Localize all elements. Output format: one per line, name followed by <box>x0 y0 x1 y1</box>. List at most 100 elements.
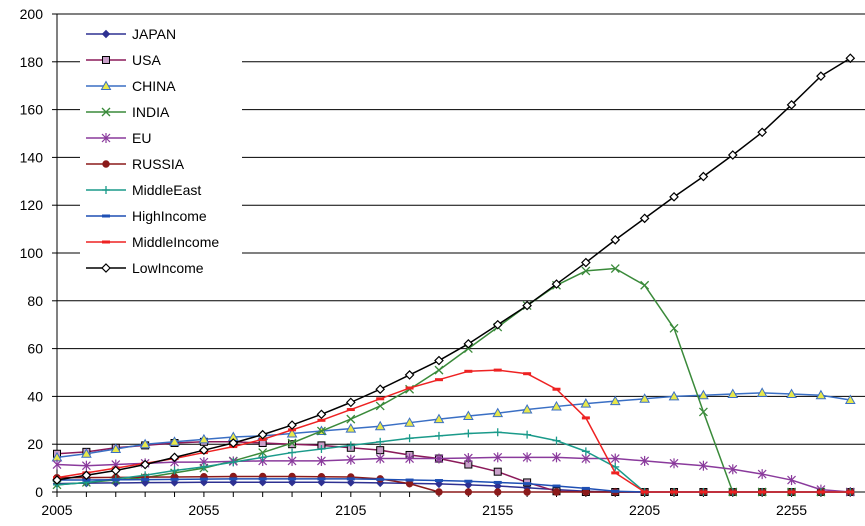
data-point-lowincome <box>199 445 209 456</box>
data-point-india <box>698 407 708 417</box>
data-point-middleincome <box>699 490 708 494</box>
data-point-lowincome <box>404 370 415 380</box>
data-point-middleeast <box>376 437 385 446</box>
data-point-middleeast <box>229 458 238 467</box>
data-point-middleincome <box>434 378 443 382</box>
data-point-middleincome <box>728 490 737 494</box>
y-tick-label: 100 <box>20 245 44 261</box>
data-point-lowincome <box>522 300 532 311</box>
data-point-china <box>639 393 650 403</box>
series-usa <box>53 437 855 496</box>
series-line-india <box>56 267 851 493</box>
data-point-middleeast <box>434 431 443 440</box>
data-point-highincome <box>493 480 502 484</box>
data-point-highincome <box>581 486 590 490</box>
data-point-japan <box>434 479 444 489</box>
series-line-eu <box>56 456 851 493</box>
data-point-highincome <box>170 477 179 481</box>
data-point-eu <box>52 459 62 470</box>
data-point-eu <box>317 455 326 466</box>
data-point-lowincome <box>669 191 679 202</box>
y-tick-label: 60 <box>27 341 43 357</box>
data-point-middleeast <box>288 448 297 457</box>
y-tick-label: 0 <box>35 484 43 500</box>
data-point-russia <box>523 488 531 496</box>
data-point-japan <box>287 477 297 487</box>
data-point-middleincome <box>493 368 502 372</box>
data-point-highincome <box>376 477 385 481</box>
data-point-lowincome <box>698 171 709 182</box>
legend-label: USA <box>132 52 161 68</box>
legend-label: MiddleEast <box>132 182 201 198</box>
data-point-eu <box>728 464 738 475</box>
x-tick-label: 2005 <box>41 502 72 518</box>
data-point-highincome <box>229 477 238 481</box>
data-point-china <box>551 400 562 411</box>
data-point-china <box>139 438 151 449</box>
data-point-lowincome <box>81 470 92 481</box>
data-point-highincome <box>464 479 473 483</box>
data-point-india <box>610 264 620 273</box>
series-line-middleincome <box>56 369 851 493</box>
data-point-india <box>346 414 356 424</box>
legend-label: MiddleIncome <box>132 234 219 250</box>
data-point-lowincome <box>463 338 474 349</box>
legend-marker <box>102 56 110 64</box>
legend-item-middleincome: MiddleIncome <box>86 234 219 250</box>
data-point-lowincome <box>492 319 503 330</box>
data-point-china <box>462 410 474 420</box>
data-point-china <box>521 404 533 414</box>
y-tick-label: 80 <box>27 293 43 309</box>
data-point-china <box>374 420 386 431</box>
legend-marker <box>101 133 111 143</box>
data-point-eu <box>405 453 415 464</box>
data-point-middleeast <box>317 444 326 453</box>
legend-label: RUSSIA <box>132 156 185 172</box>
data-point-eu <box>698 460 708 471</box>
legend-item-japan: JAPAN <box>86 26 176 42</box>
data-point-lowincome <box>110 465 121 476</box>
data-point-china <box>110 443 122 453</box>
legend-item-highincome: HighIncome <box>86 208 207 224</box>
data-point-china <box>169 436 180 446</box>
data-point-highincome <box>258 477 267 481</box>
data-point-lowincome <box>434 355 444 366</box>
data-point-china <box>786 388 797 399</box>
legend-marker <box>102 160 110 168</box>
x-tick-label: 2055 <box>188 502 219 518</box>
data-point-eu <box>640 455 650 466</box>
y-tick-label: 180 <box>20 54 44 70</box>
legend-marker <box>101 29 111 39</box>
legend-item-eu: EU <box>86 130 151 146</box>
x-tick-labels: 2005 2055 2105 2155 2205 2255 <box>41 502 807 518</box>
data-point-middleincome <box>405 386 414 390</box>
legend-label: INDIA <box>132 104 170 120</box>
data-point-japan <box>346 478 356 487</box>
data-point-lowincome <box>639 213 650 224</box>
data-point-middleeast <box>199 462 208 471</box>
legend-label: CHINA <box>132 78 176 94</box>
data-point-russia <box>494 488 502 496</box>
data-point-japan <box>317 477 326 487</box>
data-point-middleincome <box>552 387 561 391</box>
data-point-lowincome <box>52 475 62 485</box>
data-point-highincome <box>288 477 297 481</box>
legend-label: EU <box>132 130 151 146</box>
legend-item-russia: RUSSIA <box>86 156 185 172</box>
data-point-lowincome <box>757 127 768 138</box>
data-point-japan <box>258 477 267 487</box>
data-point-lowincome <box>727 150 738 160</box>
series-china <box>51 387 856 462</box>
data-point-highincome <box>199 477 208 481</box>
data-point-highincome <box>434 479 443 483</box>
data-point-eu <box>787 475 796 486</box>
data-point-middleincome <box>611 471 620 475</box>
data-point-middleincome <box>816 490 825 494</box>
data-point-lowincome <box>551 279 562 289</box>
data-point-india <box>669 323 679 333</box>
data-point-eu <box>81 460 91 471</box>
data-point-russia <box>464 488 473 496</box>
legend-label: JAPAN <box>132 26 176 42</box>
legend-marker <box>102 240 110 244</box>
data-point-china <box>492 407 504 418</box>
